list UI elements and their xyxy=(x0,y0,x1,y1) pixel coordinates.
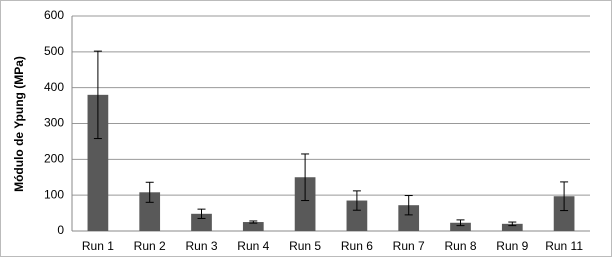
y-tick-label: 600 xyxy=(44,8,64,22)
x-tick-label: Run 6 xyxy=(341,239,373,253)
bar xyxy=(501,223,523,231)
x-tick-label: Run 7 xyxy=(393,239,425,253)
bar xyxy=(242,222,264,231)
y-tick-label: 0 xyxy=(57,223,64,237)
bar xyxy=(294,177,316,231)
bar xyxy=(346,200,368,231)
bar xyxy=(553,196,575,231)
x-tick-label: Run 5 xyxy=(289,239,321,253)
y-tick-label: 400 xyxy=(44,80,64,94)
x-tick-label: Run 3 xyxy=(185,239,217,253)
bar xyxy=(87,94,109,231)
y-tick-label: 200 xyxy=(44,152,64,166)
bar xyxy=(191,213,212,231)
x-tick-label: Run 1 xyxy=(82,239,114,253)
bar xyxy=(398,205,420,231)
x-tick-label: Run 2 xyxy=(134,239,166,253)
y-tick-label: 100 xyxy=(44,187,64,201)
bar xyxy=(139,192,161,231)
bar xyxy=(450,222,471,231)
y-axis-label: Módulo de Ypung (MPa) xyxy=(12,56,26,192)
x-tick-label: Run 9 xyxy=(496,239,528,253)
y-tick-label: 500 xyxy=(44,44,64,58)
y-tick-label: 300 xyxy=(44,116,64,130)
x-tick-label: Run 11 xyxy=(545,239,583,253)
x-tick-label: Run 8 xyxy=(444,239,476,253)
x-tick-label: Run 4 xyxy=(237,239,269,253)
